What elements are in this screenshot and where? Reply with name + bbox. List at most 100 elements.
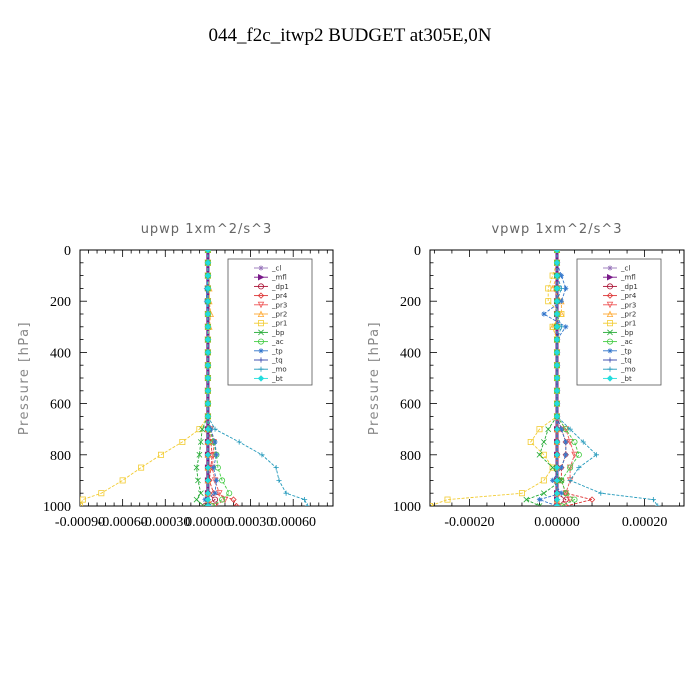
data-point [204,250,212,254]
legend-label: _mfl [620,274,636,282]
y-tick-label: 0 [64,244,71,259]
y-tick-label: 800 [400,449,421,464]
legend-label: _pr1 [271,320,287,328]
data-point [204,464,212,471]
legend-label: _tq [620,357,632,365]
legend-label: _mfl [271,274,287,282]
data-point [197,490,204,497]
data-point [211,465,217,471]
data-point [195,477,201,484]
legend-label: _cl [271,265,281,273]
data-point [550,477,556,483]
data-point [204,400,212,407]
legend-marker [257,338,264,345]
data-point [553,502,561,506]
data-point [204,298,212,305]
data-point [204,336,212,343]
data-point [204,451,212,458]
legend-label: _pr3 [271,301,287,309]
data-point [545,285,552,292]
data-point [553,438,561,446]
legend-marker [258,357,264,363]
data-point [158,451,165,458]
data-point [553,285,561,292]
legend-marker [607,273,614,281]
y-tick-label: 200 [400,295,421,310]
series-group [430,250,661,506]
data-point [598,490,604,496]
y-tick-label: 800 [50,449,71,464]
legend-marker [607,283,614,290]
data-point [553,250,561,254]
legend-marker [257,292,265,299]
data-point [553,349,561,356]
data-point [119,477,126,484]
data-point [212,496,219,503]
data-point [553,323,561,330]
data-point [204,426,212,433]
data-point [197,439,204,445]
legend-label: _dp1 [271,283,289,291]
panel-title: vpwp 1xm^2/s^3 [491,222,622,237]
legend-marker [607,329,613,336]
x-tick-label: 0.00020 [622,515,668,530]
data-point [219,496,226,503]
legend-marker [607,357,613,363]
legend-marker [607,338,614,345]
data-point [204,477,212,484]
data-point [553,374,561,382]
data-point [259,452,265,458]
legend-label: _pr2 [271,311,287,319]
data-point [204,502,212,506]
data-point [540,439,547,445]
series-line-ac [207,250,230,506]
legend-label: _bt [271,375,283,383]
data-point [98,490,105,497]
data-point [211,502,219,506]
data-point [650,497,656,503]
legend-label: _bt [620,375,632,383]
data-point [571,438,578,445]
x-tick-label: -0.00020 [444,515,494,530]
data-point [567,426,573,432]
data-point [563,439,569,445]
data-point [204,374,212,382]
data-point [549,464,556,471]
data-point [204,387,212,394]
data-point [204,349,212,356]
data-point [588,496,596,503]
data-point [444,496,451,503]
x-tick-label: 0.00060 [270,515,316,530]
legend-box [576,258,662,386]
data-point [193,496,200,503]
legend-marker [257,283,264,290]
data-point [536,497,543,503]
data-point [204,362,212,369]
data-point [204,413,212,420]
data-point [204,310,212,318]
data-point [566,496,574,504]
y-axis-label: Pressure [hPa] [367,321,382,435]
data-point [553,451,561,458]
data-point [553,259,561,266]
data-point [553,413,561,420]
y-axis-label: Pressure [hPa] [17,321,32,435]
data-point [553,298,561,305]
data-point [553,400,561,407]
data-point [576,465,582,471]
data-point [541,311,547,317]
legend-marker [257,375,265,382]
data-point [536,426,543,433]
legend-label: _bp [620,329,634,337]
data-point [204,496,212,503]
legend-label: _pr1 [620,320,636,328]
legend-label: _pr4 [620,292,637,300]
data-point [558,273,564,279]
y-tick-label: 200 [50,295,71,310]
series-group [80,250,311,506]
legend-label: _ac [271,338,284,346]
legend-marker [606,310,614,318]
data-point [212,490,218,496]
data-point [213,477,220,483]
